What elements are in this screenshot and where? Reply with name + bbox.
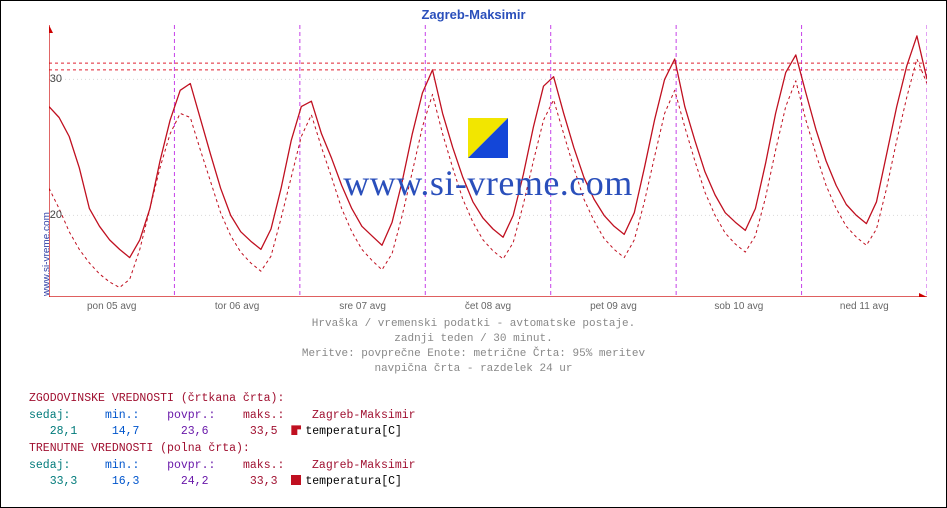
chart-title: Zagreb-Maksimir [1, 7, 946, 22]
legend-marker-solid-icon [291, 475, 301, 485]
x-axis-label: tor 06 avg [215, 301, 259, 312]
x-axis-label: pon 05 avg [87, 301, 137, 312]
x-axis-label: sre 07 avg [339, 301, 386, 312]
x-axis-label: ned 11 avg [840, 301, 889, 312]
caption-line: Hrvaška / vremenski podatki - avtomatske… [1, 317, 946, 332]
y-axis-label: 30 [50, 73, 62, 85]
legend-curr-values: 33,3 16,3 24,2 33,3 temperatura[C] [29, 474, 416, 491]
caption-line: zadnji teden / 30 minut. [1, 332, 946, 347]
legend-hist-values: 28,1 14,7 23,6 33,5 temperatura[C] [29, 424, 416, 441]
legend-curr-title: TRENUTNE VREDNOSTI (polna črta): [29, 441, 416, 458]
x-axis-label: čet 08 avg [465, 301, 511, 312]
legend-hist-headers: sedaj: min.: povpr.: maks.: Zagreb-Maksi… [29, 408, 416, 425]
legend-marker-dashed-icon [291, 425, 301, 435]
legend-curr-headers: sedaj: min.: povpr.: maks.: Zagreb-Maksi… [29, 458, 416, 475]
x-axis-label: pet 09 avg [590, 301, 637, 312]
plot-area [49, 25, 927, 297]
x-axis-label: sob 10 avg [714, 301, 763, 312]
legend-hist-title: ZGODOVINSKE VREDNOSTI (črtkana črta): [29, 391, 416, 408]
line-chart-svg [49, 25, 927, 297]
caption-block: Hrvaška / vremenski podatki - avtomatske… [1, 317, 946, 376]
caption-line: navpična črta - razdelek 24 ur [1, 362, 946, 377]
caption-line: Meritve: povprečne Enote: metrične Črta:… [1, 347, 946, 362]
legend: ZGODOVINSKE VREDNOSTI (črtkana črta): se… [29, 391, 416, 491]
y-axis-label: 20 [50, 209, 62, 221]
chart-container: www.si-vreme.com Zagreb-Maksimir www.si-… [0, 0, 947, 508]
